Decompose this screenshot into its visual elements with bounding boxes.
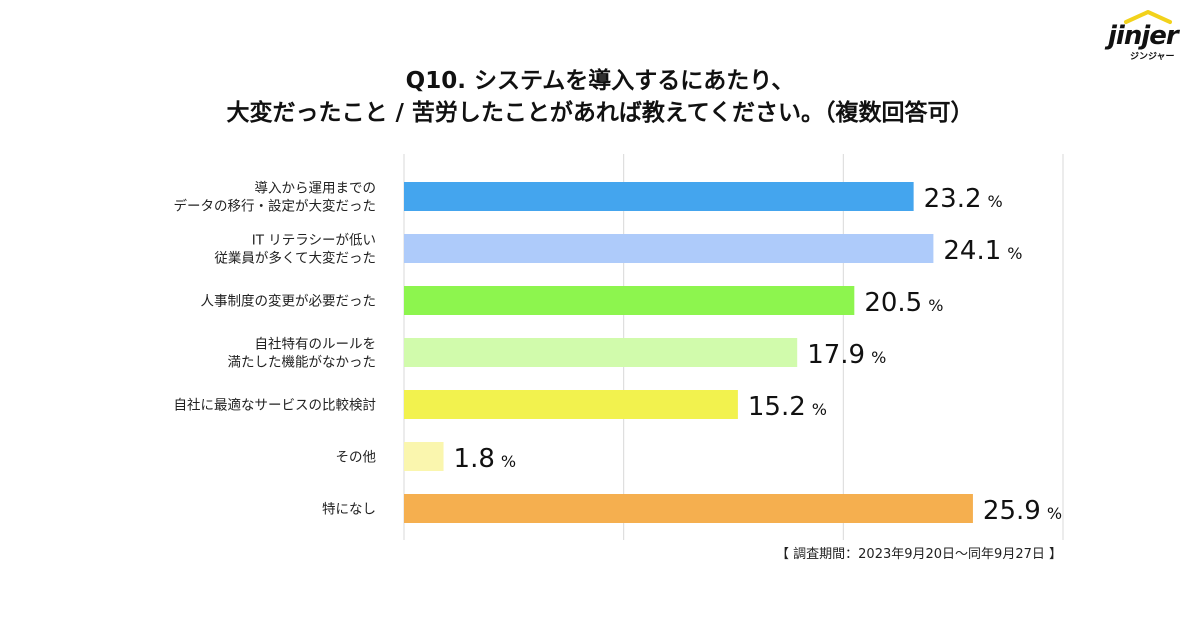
value-label-3: 17.9% bbox=[807, 340, 886, 370]
category-label-2: 人事制度の変更が必要だった bbox=[201, 293, 377, 310]
category-label-line: 満たした機能がなかった bbox=[228, 355, 377, 371]
value-number: 20.5 bbox=[864, 288, 922, 318]
category-label-3: 自社特有のルールを満たした機能がなかった bbox=[228, 337, 377, 371]
bar-4 bbox=[404, 390, 738, 419]
value-label-1: 24.1% bbox=[943, 236, 1022, 266]
category-label-line: その他 bbox=[336, 450, 377, 466]
survey-period-note: 【 調査期間：2023年9月20日～同年9月27日 】 bbox=[776, 547, 1062, 562]
value-label-2: 20.5% bbox=[864, 288, 943, 318]
value-unit: % bbox=[812, 400, 827, 419]
category-label-line: 自社特有のルールを bbox=[255, 337, 377, 353]
category-label-line: 導入から運用までの bbox=[255, 181, 377, 197]
value-unit: % bbox=[1007, 244, 1022, 263]
value-label-5: 1.8% bbox=[454, 444, 517, 474]
value-number: 24.1 bbox=[943, 236, 1001, 266]
logo-wordmark: jinjer bbox=[1108, 21, 1179, 51]
value-number: 15.2 bbox=[748, 392, 806, 422]
category-label-5: その他 bbox=[336, 450, 377, 466]
value-number: 1.8 bbox=[454, 444, 495, 474]
logo-subtext: ジンジャー bbox=[1130, 52, 1175, 62]
value-unit: % bbox=[988, 192, 1003, 211]
value-unit: % bbox=[1047, 504, 1062, 523]
category-label-line: 自社に最適なサービスの比較検討 bbox=[174, 397, 377, 414]
chart-title-line-1: Q10. システムを導入するにあたり、 bbox=[405, 68, 795, 94]
value-labels: 23.2 %24.1 %20.5 %17.9 %15.2 %1.8 %25.9% bbox=[454, 184, 1062, 526]
jinjer-logo: jinjer ジンジャー bbox=[1104, 8, 1186, 64]
category-label-line: データの移行・設定が大変だった bbox=[174, 198, 377, 215]
category-label-0: 導入から運用までのデータの移行・設定が大変だった bbox=[174, 181, 377, 215]
value-unit: % bbox=[928, 296, 943, 315]
value-number: 25.9 bbox=[983, 496, 1041, 526]
value-label-0: 23.2% bbox=[924, 184, 1003, 214]
bar-1 bbox=[404, 234, 934, 263]
value-label-6: 25.9% bbox=[983, 496, 1062, 526]
category-label-line: 人事制度の変更が必要だった bbox=[201, 293, 377, 310]
bars bbox=[404, 182, 973, 523]
house-roof-icon bbox=[1124, 10, 1172, 24]
category-labels: 導入から運用までのデータの移行・設定が大変だった IT リテラシーが低い従業員が多… bbox=[174, 181, 377, 518]
value-unit: % bbox=[871, 348, 886, 367]
category-label-4: 自社に最適なサービスの比較検討 bbox=[174, 397, 377, 414]
category-label-line: IT リテラシーが低い bbox=[252, 233, 376, 249]
value-number: 23.2 bbox=[924, 184, 982, 214]
value-unit: % bbox=[501, 452, 516, 471]
category-label-6: 特になし bbox=[322, 502, 376, 518]
category-label-line: 特になし bbox=[322, 502, 376, 518]
chart-title-line-2: 大変だったこと / 苦労したことがあれば教えてください。（複数回答可） bbox=[226, 100, 974, 126]
value-number: 17.9 bbox=[807, 340, 865, 370]
bar-0 bbox=[404, 182, 914, 211]
bar-3 bbox=[404, 338, 798, 367]
bar-2 bbox=[404, 286, 855, 315]
value-label-4: 15.2% bbox=[748, 392, 827, 422]
bar-5 bbox=[404, 442, 444, 471]
category-label-line: 従業員が多くて大変だった bbox=[214, 250, 376, 267]
category-label-1: IT リテラシーが低い従業員が多くて大変だった bbox=[214, 233, 376, 267]
bar-6 bbox=[404, 494, 973, 523]
